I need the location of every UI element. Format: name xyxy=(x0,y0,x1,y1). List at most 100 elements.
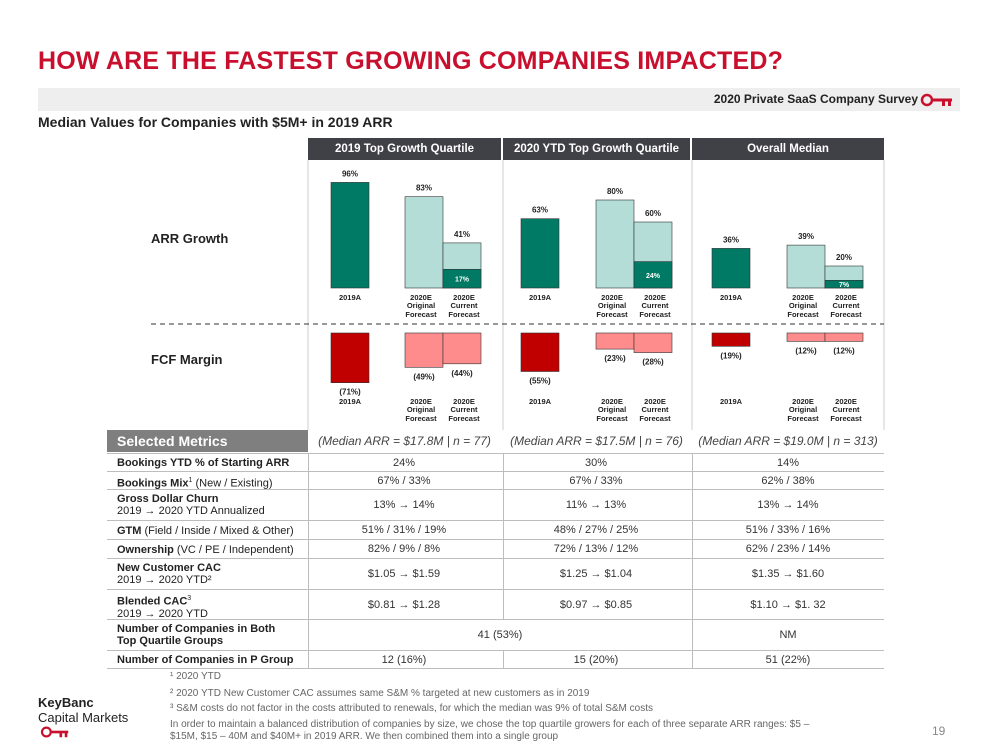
page-title: HOW ARE THE FASTEST GROWING COMPANIES IM… xyxy=(38,47,784,75)
category-label: Current xyxy=(832,405,860,414)
logo-subtitle: Capital Markets xyxy=(38,710,129,725)
metric-value: 67% / 33% xyxy=(377,474,431,487)
metric-label: Number of Companies in P Group xyxy=(117,654,294,666)
category-label: Current xyxy=(450,301,478,310)
metric-label: Bookings Mix1 (New / Existing) xyxy=(117,477,273,490)
arr-growth-segment-label: 7% xyxy=(839,282,850,289)
metric-label: Gross Dollar Churn 2019 → 2020 YTD Annual… xyxy=(117,493,265,517)
median-note-2020-ytd: (Median ARR = $17.5M | n = 76) xyxy=(510,434,683,448)
fcf-margin-bar xyxy=(442,332,482,365)
table-row: Gross Dollar Churn 2019 → 2020 YTD Annual… xyxy=(107,489,884,520)
median-note-2019: (Median ARR = $17.8M | n = 77) xyxy=(318,434,491,448)
category-label: 2019A xyxy=(720,397,743,406)
category-label: Forecast xyxy=(448,414,480,423)
logo-key-icon xyxy=(40,726,69,738)
category-label: Forecast xyxy=(639,414,671,423)
survey-label: 2020 Private SaaS Company Survey xyxy=(713,92,918,106)
fcf-margin-value-label: (49%) xyxy=(413,372,435,381)
metric-value: $1.35 → $1.60 xyxy=(751,568,825,580)
fcf-margin-bar xyxy=(786,332,826,342)
column-divider xyxy=(692,453,693,668)
fcf-margin-bar xyxy=(520,332,560,372)
arr-growth-value-label: 39% xyxy=(798,232,814,241)
arr-growth-value-label: 80% xyxy=(607,187,623,196)
metric-value: $0.81 → $1.28 xyxy=(367,598,441,611)
category-label: Forecast xyxy=(405,414,437,423)
arr-growth-value-label: 63% xyxy=(532,206,548,215)
metric-value: 67% / 33% xyxy=(569,474,623,487)
logo-name: KeyBanc xyxy=(38,695,94,710)
fcf-margin-bar xyxy=(633,332,673,353)
arr-growth-current-segment xyxy=(824,279,864,289)
category-label: Original xyxy=(407,301,435,310)
survey-banner: 2020 Private SaaS Company Survey xyxy=(38,88,960,111)
column-divider xyxy=(503,650,504,668)
category-label: Original xyxy=(407,405,435,414)
category-label: Original xyxy=(598,405,626,414)
category-label: 2019A xyxy=(529,293,552,302)
table-row: New Customer CAC 2019 → 2020 YTD² $1.05 → … xyxy=(107,558,884,589)
category-label: 2020E xyxy=(835,397,857,406)
arr-growth-bar xyxy=(442,242,482,289)
category-label: Original xyxy=(789,301,817,310)
footnote-1: ¹ 2020 YTD xyxy=(170,671,221,682)
metric-label: New Customer CAC 2019 → 2020 YTD² xyxy=(117,562,221,586)
fcf-margin-value-label: (71%) xyxy=(339,388,361,397)
fcf-margin-value-label: (23%) xyxy=(604,354,626,363)
category-label: 2019A xyxy=(529,397,552,406)
category-label: Forecast xyxy=(830,310,862,319)
category-label: 2020E xyxy=(410,293,432,302)
arr-growth-bar xyxy=(633,221,673,289)
fcf-margin-bar xyxy=(711,332,751,347)
selected-metrics-header: Selected Metrics xyxy=(107,430,308,452)
table-bottom-border xyxy=(107,668,884,669)
metric-value: 48% / 27% / 25% xyxy=(553,524,639,536)
category-label: 2020E xyxy=(410,397,432,406)
arr-growth-segment-label: 24% xyxy=(646,273,661,280)
arr-growth-segment-label: 17% xyxy=(455,277,470,284)
fcf-margin-bar xyxy=(824,332,864,342)
metric-value: 11% → 13% xyxy=(565,499,627,511)
metric-label: Blended CAC3 2019 → 2020 YTD xyxy=(117,595,208,620)
fcf-margin-bar xyxy=(330,332,370,384)
arr-growth-value-label: 96% xyxy=(342,169,358,178)
category-label: Forecast xyxy=(405,310,437,319)
category-label: 2020E xyxy=(792,397,814,406)
metric-value: $1.25 → $1.04 xyxy=(559,568,633,580)
metric-value: 13% → 14% xyxy=(373,499,435,511)
arr-growth-value-label: 36% xyxy=(723,235,739,244)
col-header-2019-top-quartile: 2019 Top Growth Quartile xyxy=(308,138,501,160)
arr-growth-bar xyxy=(520,218,560,289)
arr-growth-current-segment xyxy=(633,261,673,289)
arr-growth-value-label: 60% xyxy=(645,209,661,218)
category-label: 2020E xyxy=(601,293,623,302)
fcf-margin-value-label: (28%) xyxy=(642,358,664,367)
metric-value: 62% / 38% xyxy=(761,474,815,487)
category-label: 2020E xyxy=(453,293,475,302)
arr-growth-value-label: 41% xyxy=(454,230,470,239)
row-label-fcf-margin: FCF Margin xyxy=(151,352,223,367)
metric-value: 13% → 14% xyxy=(757,499,819,511)
arr-growth-bar xyxy=(595,199,635,289)
metric-value: 72% / 13% / 12% xyxy=(553,543,639,555)
metric-value: 51 (22%) xyxy=(765,653,811,666)
column-divider xyxy=(308,453,309,668)
table-row: Number of Companies in Both Top Quartile … xyxy=(107,619,884,650)
footnote-2: ² 2020 YTD New Customer CAC assumes same… xyxy=(170,688,590,699)
arr-growth-bar xyxy=(824,265,864,289)
category-label: Forecast xyxy=(787,310,819,319)
fcf-margin-value-label: (12%) xyxy=(795,346,817,355)
category-label: Current xyxy=(641,301,669,310)
category-label: Forecast xyxy=(596,310,628,319)
category-label: Current xyxy=(641,405,669,414)
metric-value: 12 (16%) xyxy=(381,653,427,666)
metric-label: Ownership (VC / PE / Independent) xyxy=(117,543,294,556)
metric-value: $1.05 → $1.59 xyxy=(367,568,441,580)
metric-value: 51% / 33% / 16% xyxy=(745,524,831,536)
col-header-2020-ytd-top-quartile: 2020 YTD Top Growth Quartile xyxy=(503,138,690,160)
metric-value: 15 (20%) xyxy=(573,653,619,666)
table-row: Bookings Mix1 (New / Existing) 67% / 33% 6… xyxy=(107,471,884,490)
category-label: Forecast xyxy=(639,310,671,319)
metric-value: $1.10 → $1. 32 xyxy=(750,598,826,611)
fcf-margin-value-label: (44%) xyxy=(451,369,473,378)
